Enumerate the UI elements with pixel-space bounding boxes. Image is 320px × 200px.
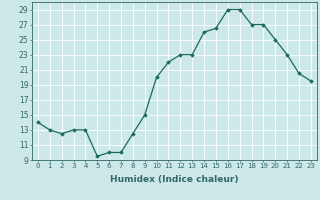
- X-axis label: Humidex (Indice chaleur): Humidex (Indice chaleur): [110, 175, 239, 184]
